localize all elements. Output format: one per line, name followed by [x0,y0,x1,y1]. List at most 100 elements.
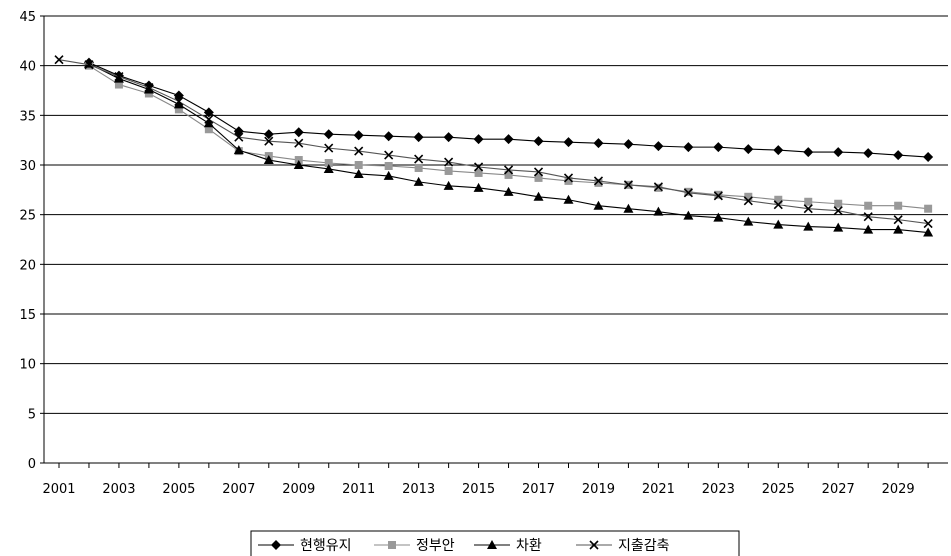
data-point [114,72,124,82]
data-point [863,212,873,222]
data-point [743,216,754,226]
data-point [204,125,213,134]
data-point [683,188,693,198]
data-point [263,155,274,165]
data-point [863,224,874,234]
gridlines [44,15,948,414]
x-tick-label: 2015 [462,482,495,497]
legend-marker [271,540,281,550]
legend-item: 지출감축 [576,538,670,554]
data-point [233,145,244,155]
data-point [773,145,784,156]
series-1 [83,57,934,163]
data-point [653,182,663,192]
data-point [683,142,694,153]
data-point [113,73,124,83]
data-point [833,147,844,158]
data-point [594,178,603,187]
data-point [324,159,333,168]
data-point [443,180,454,190]
data-point [503,134,514,145]
data-point [563,173,574,183]
series-4 [54,55,933,229]
data-point [383,131,394,142]
data-point [653,141,664,152]
y-tick-label: 0 [28,457,36,472]
data-point [533,167,544,177]
data-point [833,206,843,216]
data-point [473,134,484,145]
data-point [923,227,934,237]
x-tick-label: 2025 [762,482,795,497]
x-tick-label: 2027 [822,482,855,497]
data-point [773,219,784,229]
x-tick-label: 2005 [162,482,195,497]
legend-item: 정부안 [374,538,455,554]
x-tick-label: 2011 [342,482,375,497]
data-point [353,130,364,141]
data-point [893,150,904,161]
data-point [473,182,484,192]
legend-marker [589,540,599,550]
data-point [833,222,844,232]
data-point [593,176,604,186]
data-point [593,138,604,149]
data-point [324,143,334,153]
data-point [623,139,634,150]
data-point [293,160,304,169]
data-point [683,210,694,220]
data-point [864,201,873,210]
x-tick-label: 2019 [582,482,615,497]
data-point [503,165,514,175]
x-tick-label: 2003 [102,482,135,497]
data-point [414,163,423,172]
x-tick-labels: 2001 2003 2005 2007 2009 2011 2013 2015 2017 2019… [42,482,914,497]
data-point [263,129,274,140]
data-point [174,96,184,106]
y-tick-label: 10 [19,358,36,373]
data-point [894,201,903,210]
x-tick-label: 2021 [642,482,675,497]
legend-marker [388,541,396,549]
data-point [803,204,813,214]
x-tick-label: 2023 [702,482,735,497]
data-point [144,82,154,93]
y-tick-label: 25 [19,209,36,224]
data-point [444,157,454,167]
data-point [744,192,753,201]
data-point [593,200,604,210]
series-group [54,55,934,237]
data-point [323,163,334,173]
series-line [88,63,929,234]
data-point [474,168,483,177]
data-point [203,107,214,118]
data-point [264,136,274,146]
data-point [893,224,904,234]
data-point [204,114,214,124]
data-point [354,146,364,156]
data-point [143,84,154,94]
data-point [924,204,933,213]
legend-item: 차환 [474,538,542,554]
data-point [773,200,783,210]
data-point [653,206,664,216]
series-3 [83,58,934,237]
legend-label: 정부안 [416,538,455,554]
legend-marker [487,540,497,549]
data-point [503,186,514,196]
data-point [84,60,94,70]
data-point [623,203,634,213]
data-point [413,176,424,186]
data-point [383,170,394,180]
series-line [58,59,929,225]
data-point [834,199,843,208]
data-point [803,221,814,231]
data-point [863,148,874,159]
data-point [384,161,393,170]
data-point [923,152,934,163]
y-tick-label: 15 [19,308,36,323]
legend-item: 현행유지 [258,538,352,554]
y-tick-label: 5 [28,407,36,422]
legend: 현행유지 정부안 차환 지출감축 [250,530,740,556]
